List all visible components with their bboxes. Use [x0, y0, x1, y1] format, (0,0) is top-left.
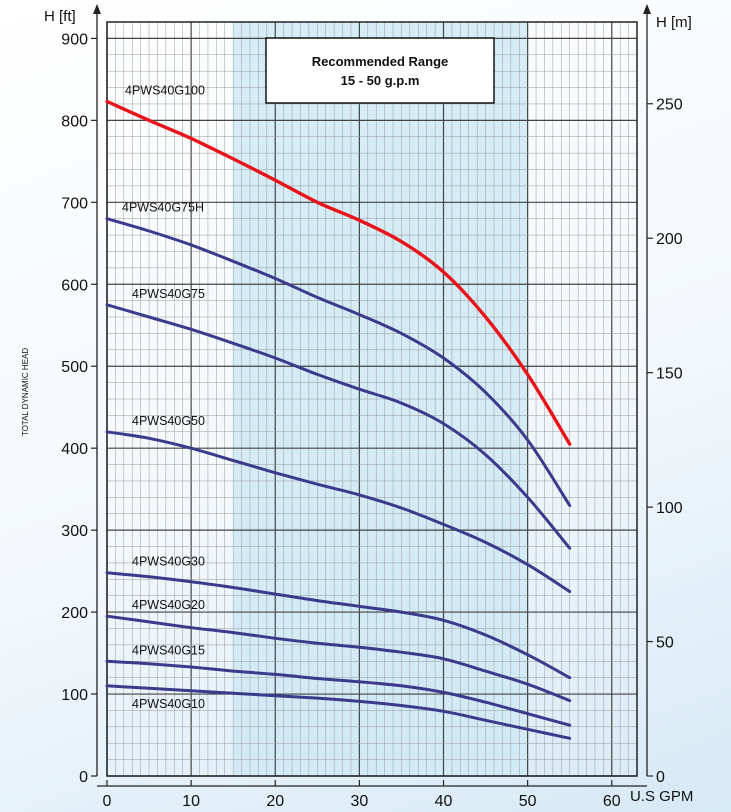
series-line-4pws40g30 [105, 571, 572, 680]
x-tick-label: 10 [182, 793, 200, 810]
plot-frame [106, 21, 638, 777]
series-line-4pws40g20 [105, 614, 572, 703]
series-label-4pws40g100: 4PWS40G100 [125, 83, 205, 97]
series-label-4pws40g10: 4PWS40G10 [132, 697, 205, 711]
left-axis-title: H [ft] [44, 8, 76, 25]
right-tick-label: 0 [656, 769, 665, 786]
left-tick-label: 600 [61, 277, 88, 294]
right-tick-label: 50 [656, 635, 674, 652]
left-axis-arrow [93, 4, 101, 14]
left-tick-label: 300 [61, 523, 88, 540]
series-line-4pws40g15 [105, 659, 572, 727]
total-dynamic-head-label: TOTAL DYNAMIC HEAD [21, 348, 30, 437]
chart-axes: 0100200300400500600700800900050100150200… [61, 4, 683, 810]
series-line-4pws40g100 [105, 99, 572, 446]
series-line-4pws40g10 [105, 684, 572, 740]
left-tick-label: 100 [61, 687, 88, 704]
right-tick-label: 100 [656, 500, 683, 517]
right-axis-title: H [m] [656, 14, 692, 31]
series-line-4pws40g75 [105, 303, 572, 550]
series-line-4pws40g50 [105, 430, 572, 594]
recommended-range-subtitle: 15 - 50 g.p.m [341, 73, 420, 88]
right-tick-label: 200 [656, 231, 683, 248]
series-label-4pws40g15: 4PWS40G15 [132, 643, 205, 657]
x-tick-label: 40 [435, 793, 453, 810]
series-layer [105, 99, 572, 740]
series-label-4pws40g50: 4PWS40G50 [132, 414, 205, 428]
right-tick-label: 150 [656, 366, 683, 383]
x-tick-label: 60 [603, 793, 621, 810]
left-tick-label: 0 [79, 769, 88, 786]
left-tick-label: 800 [61, 113, 88, 130]
right-axis-arrow [643, 4, 651, 14]
x-tick-label: 50 [519, 793, 537, 810]
series-label-4pws40g75h: 4PWS40G75H [122, 201, 204, 215]
left-tick-label: 700 [61, 195, 88, 212]
plot-border [106, 21, 638, 777]
series-line-4pws40g75h [105, 217, 572, 507]
x-tick-label: 30 [350, 793, 368, 810]
x-tick-label: 0 [103, 793, 112, 810]
series-label-4pws40g30: 4PWS40G30 [132, 555, 205, 569]
left-tick-label: 500 [61, 359, 88, 376]
left-tick-label: 200 [61, 605, 88, 622]
right-tick-label: 250 [656, 97, 683, 114]
left-tick-label: 400 [61, 441, 88, 458]
curve-labels: 4PWS40G100 4PWS40G75H 4PWS40G75 4PWS40G50 4P… [122, 83, 205, 710]
recommended-range-title: Recommended Range [312, 54, 449, 69]
series-label-4pws40g20: 4PWS40G20 [132, 598, 205, 612]
x-axis-title: U.S GPM [630, 788, 693, 805]
x-tick-label: 20 [266, 793, 284, 810]
left-tick-label: 900 [61, 31, 88, 48]
recommended-range-callout: Recommended Range 15 - 50 g.p.m [265, 37, 495, 104]
series-label-4pws40g75: 4PWS40G75 [132, 287, 205, 301]
